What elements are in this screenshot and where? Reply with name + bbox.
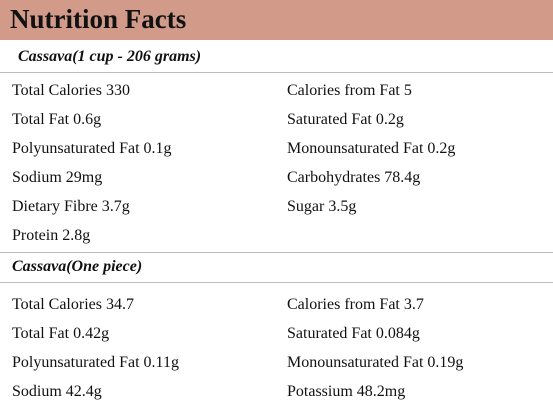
nutrient: Total Calories 330 [12,82,130,99]
section-title: Cassava(1 cup - 206 grams) [18,48,202,65]
section-title: Cassava(One piece) [12,258,143,275]
divider [0,282,553,283]
nutrient: Calories from Fat 3.7 [287,296,424,313]
nutrient: Total Calories 34.7 [12,296,134,313]
nutrient: Total Fat 0.6g [12,111,102,128]
nutrient: Sodium 42.4g [12,383,102,400]
header: Nutrition Facts [0,0,553,40]
nutrient: Protein 2.8g [12,227,91,244]
nutrient: Sodium 29mg [12,169,103,186]
nutrient: Dietary Fibre 3.7g [12,198,130,215]
nutrient: Total Fat 0.42g [12,325,110,342]
header-title: Nutrition Facts [10,4,187,34]
nutrient: Polyunsaturated Fat 0.11g [12,354,179,371]
nutrient: Monounsaturated Fat 0.19g [287,354,464,371]
nutrient: Calories from Fat 5 [287,82,412,99]
nutrient: Saturated Fat 0.2g [287,111,404,128]
divider [0,252,553,253]
nutrient: Saturated Fat 0.084g [287,325,420,342]
nutrient: Potassium 48.2mg [287,383,406,400]
nutrient: Monounsaturated Fat 0.2g [287,140,456,157]
nutrient: Sugar 3.5g [287,198,357,215]
divider [0,72,553,73]
nutrient: Carbohydrates 78.4g [287,169,421,186]
nutrient: Polyunsaturated Fat 0.1g [12,140,172,157]
